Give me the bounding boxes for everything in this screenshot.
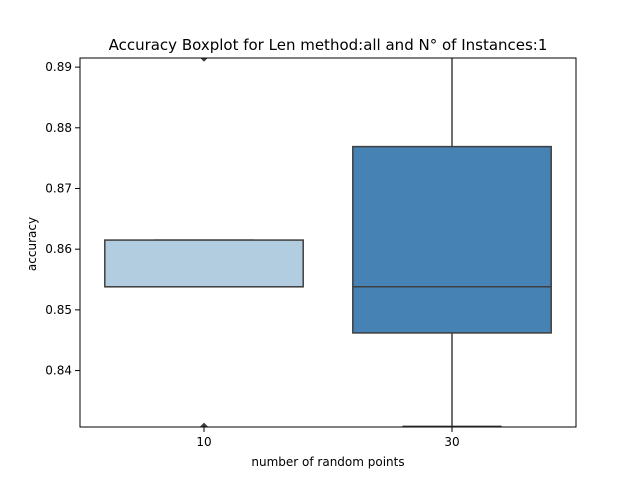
y-tick-label: 0.89 (45, 60, 72, 74)
box-group-10 (104, 58, 304, 427)
y-tick-label: 0.88 (45, 121, 72, 135)
x-tick-label: 30 (444, 435, 459, 449)
y-tick-label: 0.87 (45, 181, 72, 195)
outlier-point (200, 58, 208, 62)
chart-title: Accuracy Boxplot for Len method:all and … (109, 36, 548, 54)
y-tick-label: 0.86 (45, 242, 72, 256)
axes-frame (79, 57, 577, 428)
y-tick-label: 0.84 (45, 364, 72, 378)
box-group-30 (352, 58, 552, 427)
box-10 (104, 239, 304, 288)
plot-area (104, 58, 552, 427)
x-axis-label: number of random points (251, 455, 404, 469)
box-30 (352, 145, 552, 334)
y-tick-label: 0.85 (45, 303, 72, 317)
y-axis-label: accuracy (25, 217, 39, 271)
outlier-point (200, 422, 208, 427)
x-tick-label: 10 (196, 435, 211, 449)
